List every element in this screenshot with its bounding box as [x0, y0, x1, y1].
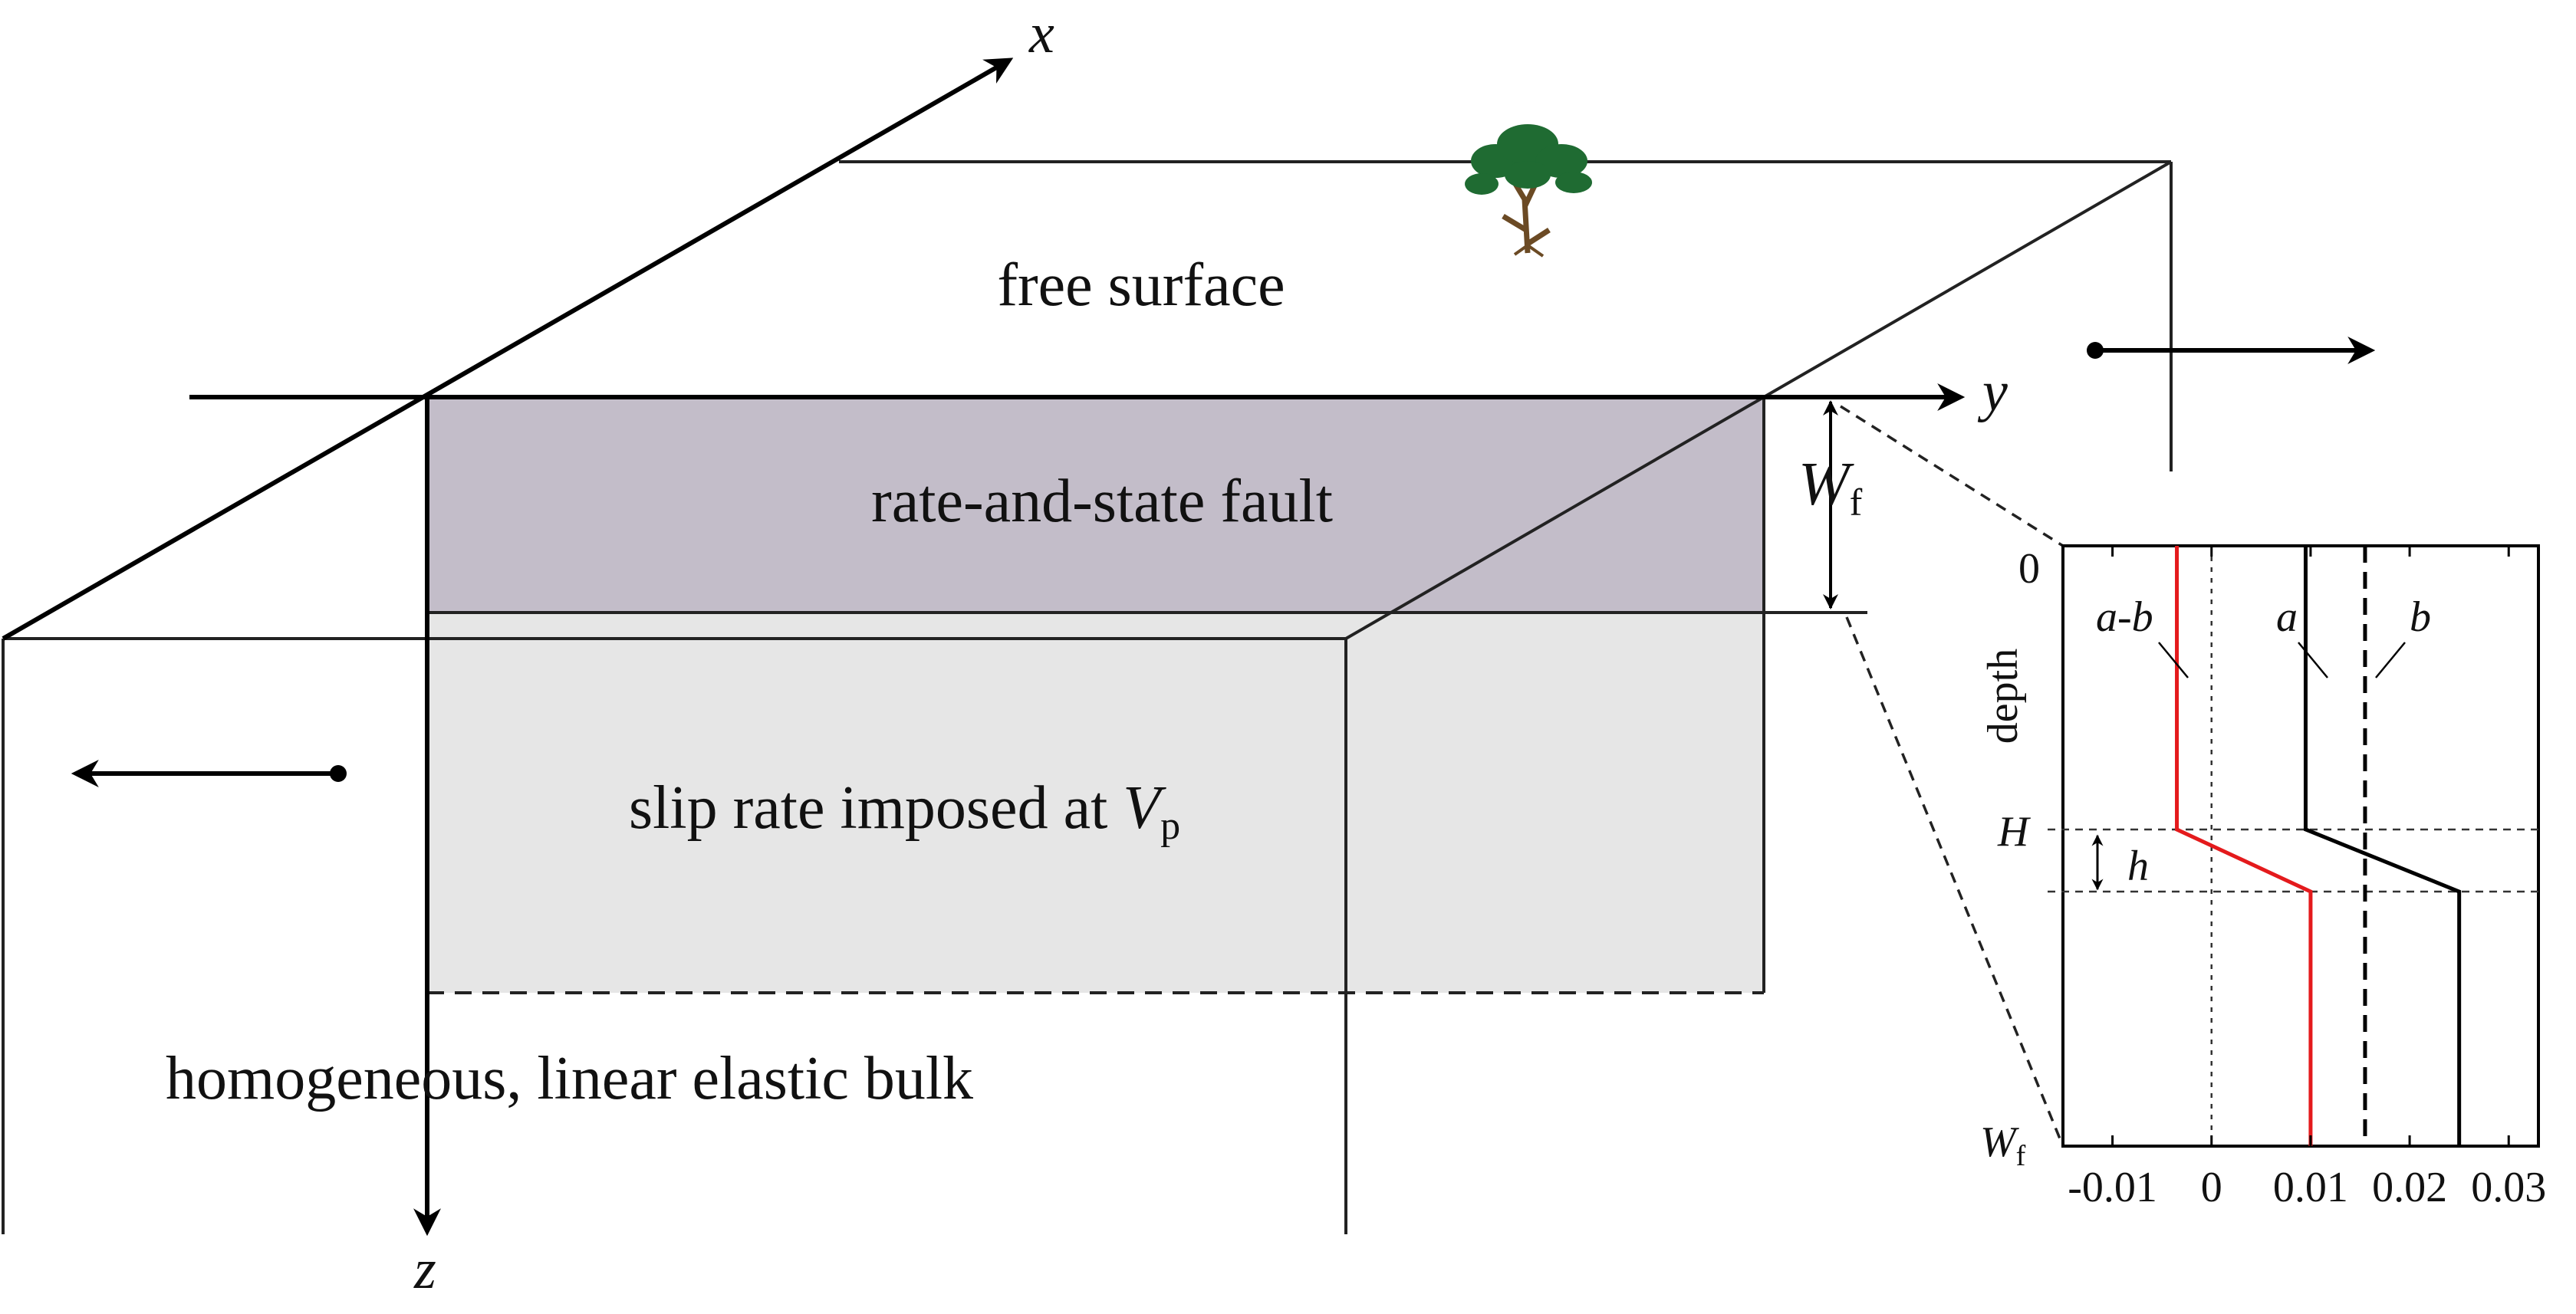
x-tick-label: -0.01	[2068, 1164, 2157, 1211]
leader-b	[2375, 642, 2406, 678]
inset-gridlines	[2048, 546, 2538, 1146]
leader-a	[2298, 642, 2328, 678]
left-motion-arrow	[71, 760, 347, 787]
x-axis-label: x	[1028, 2, 1054, 65]
fault-region	[427, 397, 1764, 613]
inset-leader-bottom	[1845, 616, 2064, 1147]
label-b: b	[2410, 593, 2431, 641]
box-outline	[2, 160, 2173, 1234]
bulk-label: homogeneous, linear elastic bulk	[166, 1045, 973, 1112]
right-motion-arrow	[2087, 337, 2376, 364]
label-a: a	[2276, 593, 2298, 641]
wf-label: Wf	[1798, 451, 1863, 524]
leader-a-minus-b	[2158, 642, 2189, 678]
x-tick-label: 0.02	[2372, 1164, 2447, 1211]
series-a-line	[2303, 546, 2462, 1146]
tree-icon	[1465, 124, 1592, 258]
inset-leader-top	[1840, 405, 2064, 547]
fault-label: rate-and-state fault	[871, 468, 1333, 535]
x-axis	[2, 57, 1014, 641]
y-axis-label: y	[1977, 360, 2008, 423]
slip-rate-label: slip rate imposed at Vp	[629, 774, 1180, 848]
inset-depth-label: depth	[1979, 649, 2027, 744]
inset-ytick-0: 0	[2018, 545, 2040, 593]
slip-rate-region	[427, 613, 1764, 993]
label-a-minus-b: a-b	[2096, 593, 2153, 641]
h-label: h	[2127, 843, 2149, 890]
friction-profile-inset: -0.01 0 0.01 0.02 0.03 0 H Wf depth h a-b a …	[1979, 544, 2546, 1211]
free-surface-label: free surface	[997, 251, 1285, 319]
x-tick-label: 0	[2201, 1164, 2222, 1211]
inset-curves	[2175, 546, 2462, 1146]
inset-ytick-wf: Wf	[1980, 1119, 2026, 1172]
series-a-b-line	[2175, 546, 2313, 1146]
x-tick-label: 0.03	[2471, 1164, 2546, 1211]
z-axis-label: z	[413, 1238, 436, 1301]
inset-x-ticks: -0.01 0 0.01 0.02 0.03	[2068, 546, 2546, 1211]
inset-ytick-H: H	[1997, 808, 2031, 856]
x-tick-label: 0.01	[2273, 1164, 2348, 1211]
